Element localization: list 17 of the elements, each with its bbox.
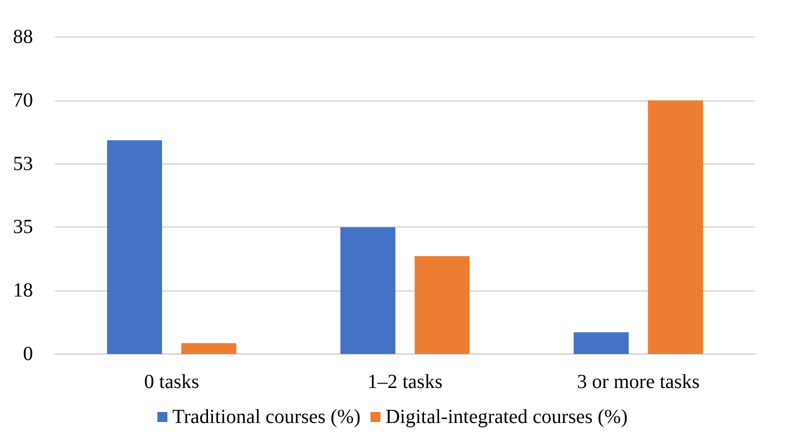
legend-label: Traditional courses (%) [172,406,361,428]
y-tick-label: 88 [13,26,33,48]
legend-label: Digital-integrated courses (%) [385,406,628,428]
bar [648,100,703,354]
bar [181,343,236,354]
bar [340,227,396,354]
x-tick-label: 3 or more tasks [576,371,700,393]
y-tick-label: 0 [23,343,33,365]
bar [574,332,629,354]
bar [107,140,162,354]
bar [414,256,470,354]
x-tick-label: 0 tasks [144,371,200,393]
y-tick-label: 53 [13,152,33,175]
x-tick-label: 1–2 tasks [368,371,443,393]
y-tick-label: 70 [13,89,33,112]
y-tick-label: 18 [13,280,33,302]
y-tick-label: 35 [13,216,33,238]
